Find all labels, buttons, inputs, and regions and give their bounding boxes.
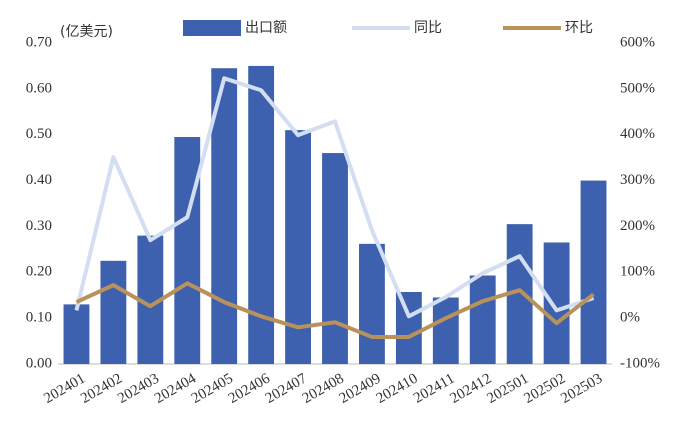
legend-label: 同比 — [414, 20, 442, 36]
x-tick-label: 202406 — [226, 370, 273, 407]
x-tick-label: 202501 — [484, 371, 531, 407]
y2-tick-label: 400% — [620, 126, 655, 142]
y-tick-label: 0.00 — [26, 355, 52, 371]
bar — [543, 242, 570, 364]
y-tick-label: 0.50 — [26, 126, 52, 142]
y2-tick-label: 600% — [620, 34, 655, 50]
legend-swatch — [183, 20, 241, 36]
x-tick-label: 202411 — [411, 371, 457, 407]
y-tick-label: 0.10 — [26, 310, 52, 326]
x-tick-label: 202404 — [152, 370, 199, 407]
legend-label: 环比 — [565, 20, 593, 36]
y2-tick-label: -100% — [620, 355, 660, 371]
bar — [395, 292, 422, 364]
y2-tick-label: 300% — [620, 172, 655, 188]
x-tick-label: 202503 — [558, 371, 605, 407]
x-tick-label: 202412 — [447, 371, 494, 407]
bar — [580, 180, 607, 364]
y-tick-label: 0.40 — [26, 172, 52, 188]
x-tick-label: 202409 — [337, 371, 384, 407]
x-tick-label: 202402 — [78, 371, 125, 407]
x-tick-label: 202401 — [41, 371, 88, 407]
y2-tick-label: 500% — [620, 80, 655, 96]
bar — [432, 297, 459, 364]
y2-tick-label: 0% — [620, 310, 640, 326]
x-tick-label: 202403 — [115, 371, 162, 407]
x-tick-label: 202410 — [374, 371, 421, 407]
legend-label: 出口额 — [245, 20, 287, 36]
x-tick-label: 202408 — [300, 371, 347, 407]
bar — [100, 260, 127, 364]
x-tick-label: 202502 — [521, 371, 568, 407]
bar — [322, 153, 348, 364]
bar — [174, 137, 201, 364]
line — [74, 76, 595, 319]
bar — [359, 243, 385, 364]
line — [75, 281, 595, 339]
y-tick-label: 0.30 — [26, 218, 52, 234]
unit-label: (亿美元) — [60, 24, 113, 40]
x-tick-label: 202405 — [189, 371, 236, 407]
bar — [63, 304, 90, 364]
y2-tick-label: 100% — [620, 264, 655, 280]
y-tick-label: 0.70 — [26, 34, 52, 50]
y-tick-label: 0.20 — [26, 264, 52, 280]
y2-tick-label: 200% — [620, 218, 655, 234]
x-tick-label: 202407 — [263, 370, 310, 407]
bar — [469, 275, 496, 364]
y-tick-label: 0.60 — [26, 80, 52, 96]
